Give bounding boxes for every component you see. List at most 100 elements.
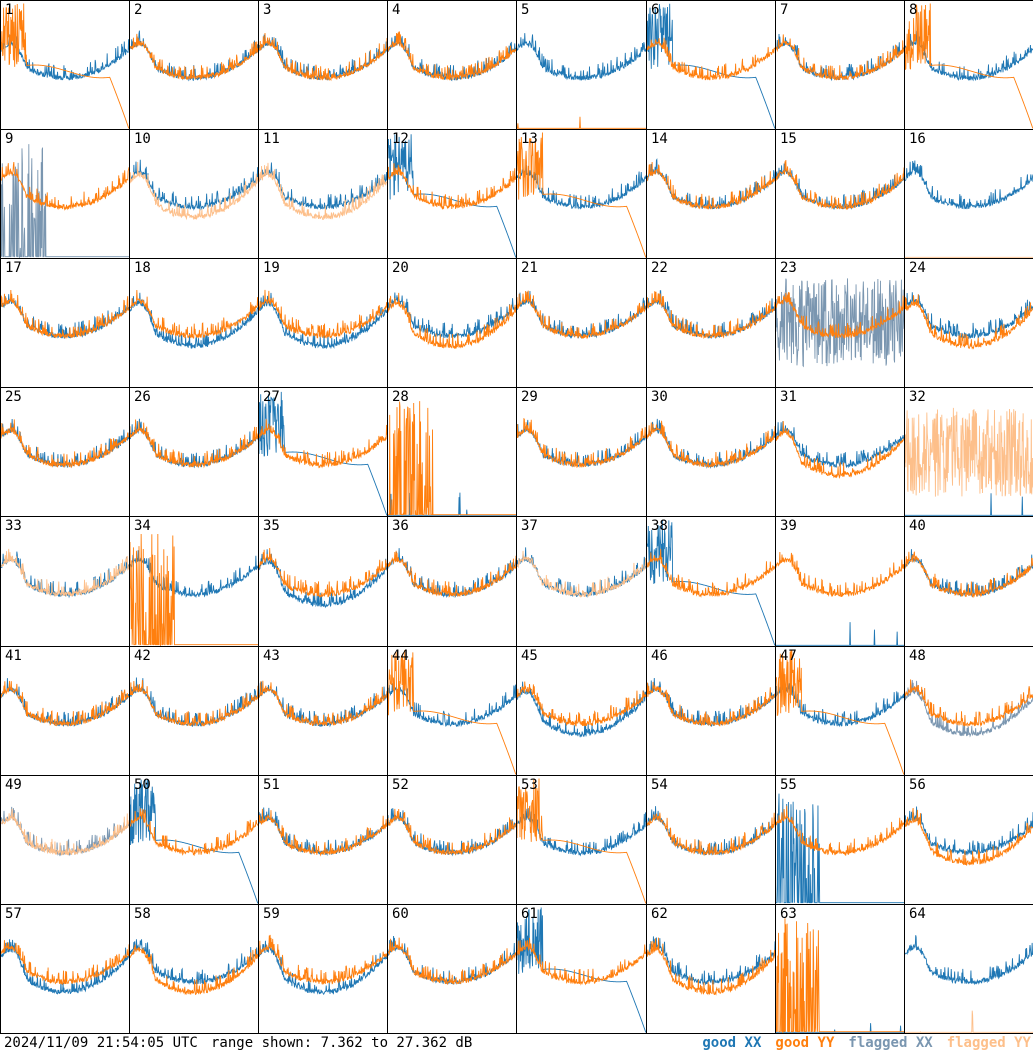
- panel-number: 56: [909, 777, 926, 793]
- series-good-yy-21: [517, 291, 646, 339]
- series-good-xx-12: [388, 134, 516, 257]
- series-good-xx-64: [905, 935, 1033, 984]
- panel-28: 28: [387, 387, 517, 517]
- panel-64: 64: [904, 904, 1033, 1034]
- series-good-yy-13: [517, 133, 646, 258]
- series-flagged-yy-10: [130, 162, 258, 219]
- panel-32: 32: [904, 387, 1033, 517]
- panel-number: 54: [651, 777, 668, 793]
- panel-number: 26: [134, 389, 151, 405]
- panel-number: 20: [392, 260, 409, 276]
- series-flagged-yy-37: [517, 551, 646, 597]
- panel-number: 18: [134, 260, 151, 276]
- panel-plot: [1, 517, 129, 646]
- panel-plot: [647, 259, 775, 387]
- panel-24: 24: [904, 258, 1033, 388]
- panel-number: 59: [263, 906, 280, 922]
- panel-number: 34: [134, 518, 151, 534]
- series-good-yy-28: [388, 401, 516, 515]
- panel-number: 36: [392, 518, 409, 534]
- panel-plot: [776, 905, 904, 1033]
- panel-plot: [905, 905, 1033, 1033]
- series-good-yy-53: [517, 779, 646, 904]
- panel-22: 22: [646, 258, 776, 388]
- panel-5: 5: [516, 0, 647, 130]
- panel-number: 24: [909, 260, 926, 276]
- series-good-xx-44: [388, 679, 516, 726]
- series-good-yy-59: [259, 935, 387, 984]
- series-flagged-yy-32: [905, 408, 1033, 497]
- series-flagged-yy-64: [905, 1011, 1033, 1033]
- panel-number: 64: [909, 906, 926, 922]
- series-good-xx-13: [517, 165, 646, 209]
- panel-25: 25: [0, 387, 130, 517]
- series-good-yy-58: [130, 945, 258, 995]
- panel-plot: [647, 647, 775, 775]
- panel-12: 12: [387, 129, 517, 259]
- series-good-xx-27: [259, 392, 387, 516]
- panel-plot: [776, 776, 904, 904]
- panel-31: 31: [775, 387, 905, 517]
- series-good-xx-8: [905, 31, 1033, 80]
- panel-36: 36: [387, 516, 517, 647]
- panel-number: 16: [909, 131, 926, 147]
- series-good-yy-63: [776, 918, 904, 1032]
- series-good-xx-15: [776, 164, 904, 210]
- panel-plot: [130, 388, 258, 516]
- panel-61: 61: [516, 904, 647, 1034]
- panel-plot: [647, 388, 775, 516]
- series-good-xx-45: [517, 682, 646, 737]
- panel-plot: [776, 1, 904, 129]
- panel-plot: [259, 517, 387, 646]
- panel-plot: [1, 647, 129, 775]
- series-good-xx-63: [776, 1008, 904, 1033]
- series-good-xx-21: [517, 291, 646, 338]
- panel-number: 50: [134, 777, 151, 793]
- series-good-yy-9: [1, 162, 129, 209]
- panel-53: 53: [516, 775, 647, 905]
- panel-42: 42: [129, 646, 259, 776]
- series-good-xx-19: [259, 293, 387, 348]
- panel-56: 56: [904, 775, 1033, 905]
- panel-number: 29: [521, 389, 538, 405]
- panel-number: 32: [909, 389, 926, 405]
- panel-number: 39: [780, 518, 797, 534]
- panel-14: 14: [646, 129, 776, 259]
- panel-number: 14: [651, 131, 668, 147]
- panel-plot: [517, 776, 646, 904]
- panel-number: 13: [521, 131, 538, 147]
- panel-plot: [776, 517, 904, 646]
- panel-plot: [259, 776, 387, 904]
- panel-number: 31: [780, 389, 797, 405]
- series-good-yy-43: [259, 681, 387, 726]
- series-flagged-yy-49: [1, 809, 129, 855]
- panel-45: 45: [516, 646, 647, 776]
- panel-plot: [517, 517, 646, 646]
- panel-plot: [647, 905, 775, 1033]
- legend-good-yy: good YY: [775, 1035, 835, 1051]
- panel-number: 3: [263, 2, 272, 18]
- panel-plot: [259, 905, 387, 1033]
- panel-plot: [130, 776, 258, 904]
- panel-18: 18: [129, 258, 259, 388]
- panel-plot: [1, 259, 129, 387]
- panel-54: 54: [646, 775, 776, 905]
- series-good-yy-5: [517, 117, 646, 129]
- panel-number: 11: [263, 131, 280, 147]
- series-good-yy-1: [1, 4, 129, 129]
- legend-flagged-xx: flagged XX: [848, 1035, 933, 1051]
- panel-plot: [259, 130, 387, 258]
- legend: good XX good YY flagged XX flagged YY: [702, 1033, 1031, 1053]
- panel-52: 52: [387, 775, 517, 905]
- series-good-yy-54: [647, 813, 775, 855]
- panel-number: 22: [651, 260, 668, 276]
- panel-plot: [130, 130, 258, 258]
- series-good-yy-4: [388, 31, 516, 80]
- panel-number: 45: [521, 648, 538, 664]
- timestamp: 2024/11/09 21:54:05 UTC: [4, 1035, 198, 1051]
- series-good-xx-17: [1, 294, 129, 338]
- series-good-yy-3: [259, 33, 387, 80]
- panel-63: 63: [775, 904, 905, 1034]
- panel-number: 61: [521, 906, 538, 922]
- series-good-xx-32: [905, 493, 1033, 515]
